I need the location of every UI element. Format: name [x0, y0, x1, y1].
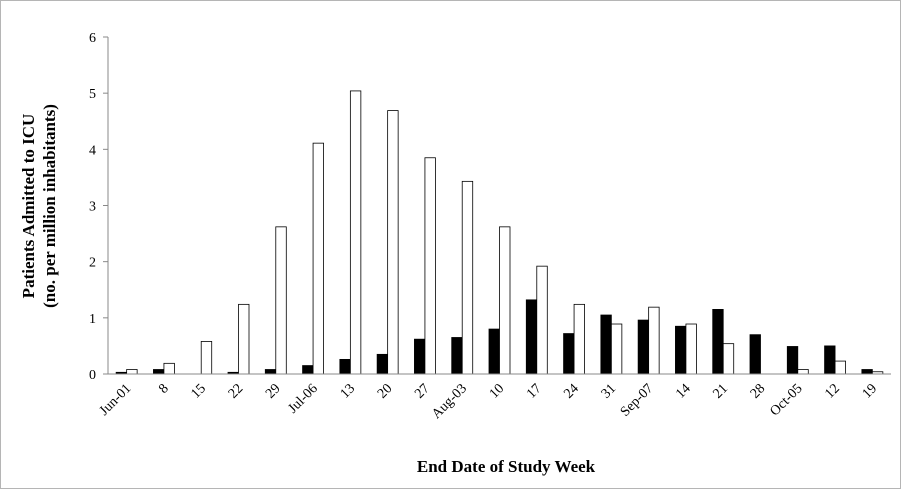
bars	[115, 90, 884, 375]
bar-series2-7	[387, 110, 399, 375]
bar-series1-16	[712, 309, 724, 375]
bar-series2-0	[126, 369, 138, 375]
x-tick-label: 14	[673, 381, 694, 402]
x-axis-title: End Date of Study Week	[417, 457, 596, 476]
x-tick-label: 17	[524, 381, 545, 402]
y-tick-label: 0	[89, 368, 96, 383]
y-axis-title-line2: (no. per million inhabitants)	[40, 104, 59, 308]
y-tick-label: 6	[89, 31, 96, 46]
bar-series1-13	[600, 314, 612, 375]
y-tick-label: 2	[89, 256, 96, 271]
bar-series2-18	[797, 369, 809, 375]
bar-series1-1	[153, 369, 165, 375]
x-tick-label: 15	[189, 381, 210, 402]
y-tick-label: 1	[89, 312, 96, 327]
bar-series1-9	[451, 337, 463, 375]
bar-series2-6	[349, 90, 362, 375]
bar-series2-11	[536, 265, 548, 375]
x-tick-label: 8	[156, 381, 172, 397]
x-tick-label: 21	[711, 381, 732, 402]
x-tick-label: Sep-07	[618, 381, 657, 420]
y-axis-ticks: 0 1 2 3 4 5 6	[89, 31, 108, 383]
x-tick-label: 12	[822, 381, 843, 402]
x-tick-label: Jun-01	[97, 381, 135, 419]
bar-series1-18	[786, 346, 799, 375]
x-tick-label: Aug-03	[429, 381, 470, 422]
bar-series1-14	[637, 319, 650, 375]
bar-series1-11	[525, 299, 538, 375]
bar-series1-10	[488, 328, 500, 375]
x-tick-label: 19	[860, 381, 881, 402]
x-tick-label: 31	[599, 381, 620, 402]
y-tick-label: 5	[89, 87, 96, 102]
bar-series1-6	[339, 358, 351, 375]
bar-series1-7	[376, 353, 389, 375]
x-tick-label: 27	[412, 381, 433, 402]
x-tick-label: Jul-06	[286, 381, 321, 416]
x-tick-label: Oct-05	[768, 381, 806, 419]
bar-series1-8	[414, 338, 426, 375]
bar-series2-16	[722, 343, 735, 375]
y-tick-label: 3	[89, 200, 96, 215]
bar-series1-4	[264, 369, 277, 375]
bar-series1-19	[824, 345, 836, 375]
bar-series1-15	[675, 325, 687, 375]
bar-series1-5	[302, 365, 314, 375]
bar-series2-2	[200, 341, 213, 375]
x-tick-label: 10	[487, 381, 508, 402]
y-tick-label: 4	[89, 143, 96, 158]
bar-series2-9	[461, 180, 474, 375]
y-axis-title-line1: Patients Admitted to ICU	[19, 114, 38, 299]
bar-series2-8	[424, 157, 436, 375]
bar-series2-3	[238, 303, 250, 375]
bar-series2-12	[573, 303, 585, 375]
x-tick-label: 29	[263, 381, 284, 402]
x-tick-label: 24	[561, 381, 582, 402]
bar-series2-15	[685, 323, 697, 375]
bar-series2-1	[163, 362, 175, 375]
bar-series2-10	[499, 226, 511, 375]
bar-series2-4	[275, 226, 287, 375]
bar-series2-5	[312, 142, 324, 375]
x-tick-label: 20	[375, 381, 396, 402]
bar-series1-17	[749, 334, 761, 375]
x-tick-label: 13	[338, 381, 359, 402]
bar-series1-20	[861, 369, 873, 375]
bar-series1-12	[563, 333, 575, 375]
x-tick-label: 28	[748, 381, 769, 402]
bar-series2-13	[610, 323, 623, 375]
bar-series2-19	[834, 360, 846, 375]
x-tick-label: 22	[226, 381, 247, 402]
bar-series2-14	[648, 306, 660, 375]
